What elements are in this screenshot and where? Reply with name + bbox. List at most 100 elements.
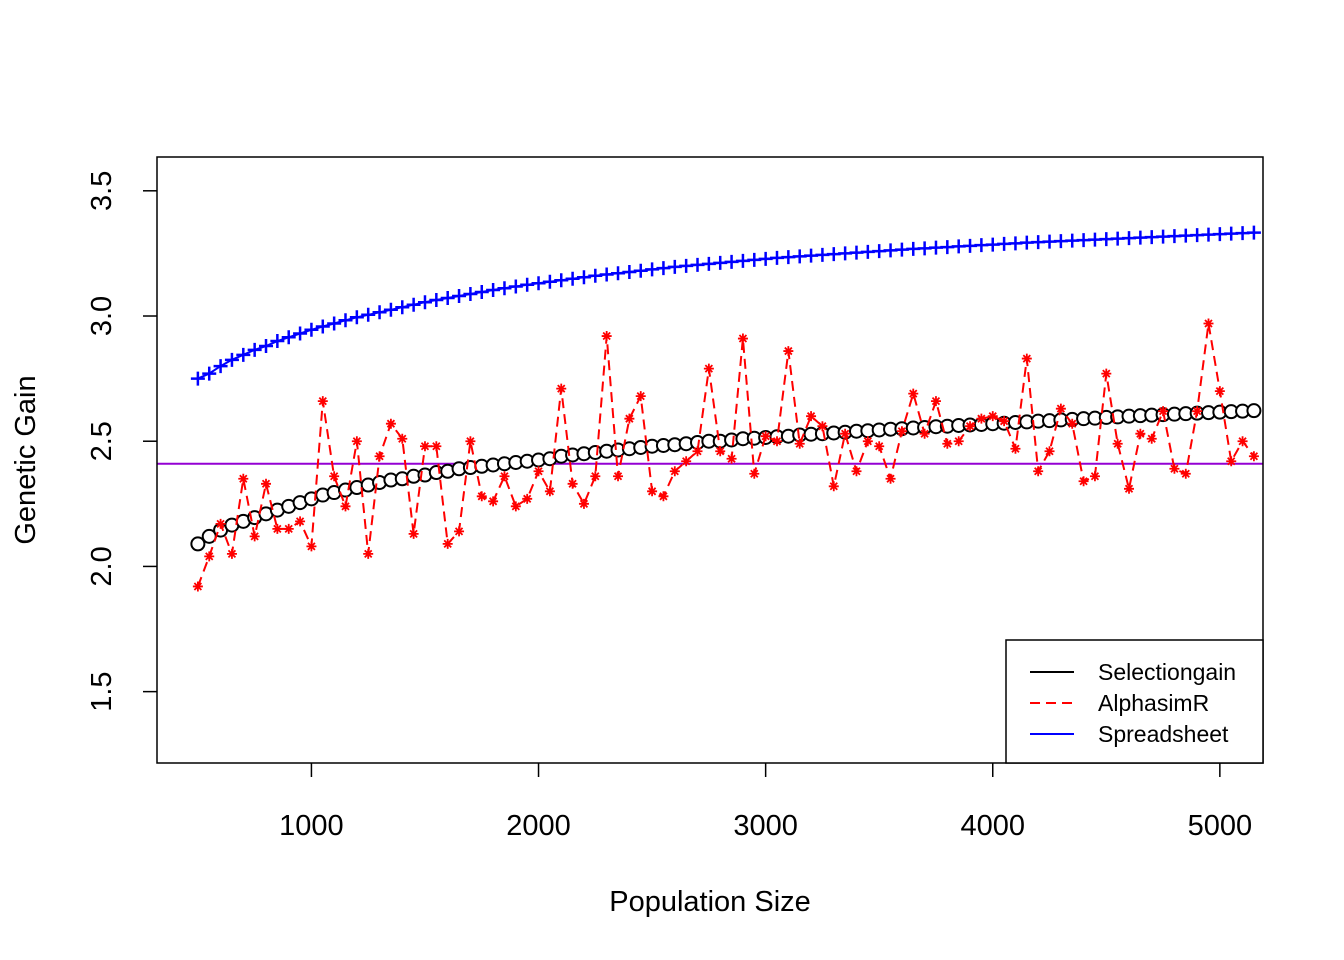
data-point bbox=[656, 261, 671, 276]
data-point bbox=[828, 481, 839, 492]
data-point bbox=[1180, 468, 1191, 479]
data-point bbox=[669, 466, 680, 477]
y-tick-label: 3.5 bbox=[86, 171, 118, 211]
data-point bbox=[806, 411, 817, 422]
data-point bbox=[442, 538, 453, 549]
data-point bbox=[508, 279, 523, 294]
data-point bbox=[1192, 406, 1203, 417]
data-point bbox=[1124, 483, 1135, 494]
series-line bbox=[197, 231, 1254, 380]
data-point bbox=[794, 438, 805, 449]
data-point bbox=[349, 310, 364, 325]
data-point bbox=[486, 282, 501, 297]
data-point bbox=[726, 453, 737, 464]
data-point bbox=[452, 288, 467, 303]
data-point bbox=[647, 486, 658, 497]
x-tick-label: 5000 bbox=[1188, 810, 1253, 842]
data-point bbox=[463, 286, 478, 301]
legend-label: AlphasimR bbox=[1098, 690, 1209, 716]
data-point bbox=[1033, 466, 1044, 477]
y-axis-title: Genetic Gain bbox=[10, 375, 42, 544]
data-point bbox=[497, 281, 512, 296]
data-point bbox=[681, 456, 692, 467]
data-point bbox=[329, 471, 340, 482]
data-point bbox=[204, 551, 215, 562]
data-point bbox=[885, 473, 896, 484]
data-point bbox=[259, 339, 274, 354]
data-point bbox=[361, 307, 376, 322]
x-tick-label: 3000 bbox=[733, 810, 798, 842]
data-point bbox=[454, 526, 465, 537]
y-tick-label: 3.0 bbox=[86, 296, 118, 336]
data-point bbox=[1226, 456, 1237, 467]
data-point bbox=[1101, 368, 1112, 379]
data-point bbox=[1010, 443, 1021, 454]
data-point bbox=[1214, 386, 1225, 397]
data-point bbox=[737, 333, 748, 344]
data-point bbox=[247, 342, 262, 357]
data-point bbox=[397, 433, 408, 444]
data-point bbox=[499, 471, 510, 482]
data-point bbox=[465, 436, 476, 447]
data-point bbox=[565, 271, 580, 286]
data-point bbox=[327, 316, 342, 331]
data-point bbox=[760, 431, 771, 442]
plot-frame bbox=[156, 156, 1264, 764]
data-point bbox=[304, 322, 319, 337]
data-point bbox=[385, 418, 396, 429]
legend-item-spreadsheet: Spreadsheet bbox=[1030, 721, 1229, 747]
data-point bbox=[417, 295, 432, 310]
data-point bbox=[306, 541, 317, 552]
data-point bbox=[624, 413, 635, 424]
data-point bbox=[340, 501, 351, 512]
data-point bbox=[281, 330, 296, 345]
data-point bbox=[987, 411, 998, 422]
data-point bbox=[226, 548, 237, 559]
data-point bbox=[1055, 403, 1066, 414]
data-point bbox=[261, 478, 272, 489]
data-point bbox=[1089, 471, 1100, 482]
data-point bbox=[238, 473, 249, 484]
data-point bbox=[395, 300, 410, 315]
data-point bbox=[372, 305, 387, 320]
data-point bbox=[520, 277, 535, 292]
data-point bbox=[771, 436, 782, 447]
data-point bbox=[840, 428, 851, 439]
data-point bbox=[522, 493, 533, 504]
series-spreadsheet bbox=[190, 225, 1261, 386]
data-point bbox=[283, 523, 294, 534]
data-point bbox=[270, 334, 285, 349]
data-point bbox=[429, 292, 444, 307]
data-point bbox=[544, 486, 555, 497]
y-axis: 1.5 2.0 2.5 3.0 3.5 bbox=[86, 171, 157, 712]
data-point bbox=[851, 466, 862, 477]
data-point bbox=[622, 264, 637, 279]
data-point bbox=[1146, 433, 1157, 444]
data-point bbox=[406, 297, 421, 312]
x-axis: 1000 2000 3000 4000 5000 bbox=[279, 763, 1252, 842]
data-point bbox=[942, 438, 953, 449]
data-point bbox=[488, 496, 499, 507]
data-point bbox=[633, 263, 648, 278]
data-point bbox=[431, 441, 442, 452]
data-point bbox=[1246, 403, 1262, 419]
data-point bbox=[588, 268, 603, 283]
data-point bbox=[374, 451, 385, 462]
data-point bbox=[317, 396, 328, 407]
data-point bbox=[476, 491, 487, 502]
data-point bbox=[1203, 318, 1214, 329]
data-point bbox=[908, 388, 919, 399]
data-point bbox=[1078, 476, 1089, 487]
data-point bbox=[1237, 436, 1248, 447]
data-point bbox=[192, 581, 203, 592]
legend-item-selectiongain: Selectiongain bbox=[1030, 659, 1236, 685]
legend-label: Spreadsheet bbox=[1098, 721, 1229, 747]
data-point bbox=[599, 267, 614, 282]
data-point bbox=[1169, 463, 1180, 474]
data-point bbox=[930, 396, 941, 407]
data-point bbox=[862, 436, 873, 447]
x-tick-label: 2000 bbox=[506, 810, 571, 842]
data-point bbox=[272, 523, 283, 534]
data-point bbox=[338, 313, 353, 328]
